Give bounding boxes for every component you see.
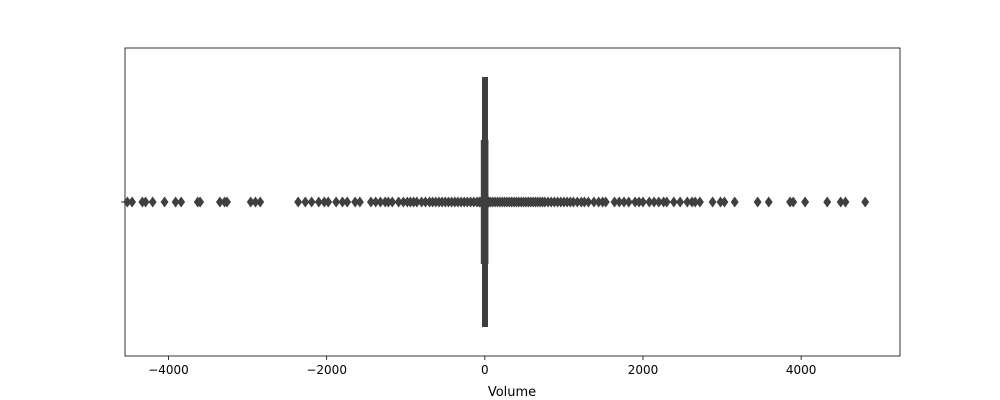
outlier-point xyxy=(823,196,832,208)
outlier-point xyxy=(730,196,739,208)
x-tick-label: −4000 xyxy=(148,363,189,377)
outlier-point xyxy=(720,196,729,208)
outlier-point xyxy=(307,196,316,208)
outlier-point xyxy=(301,196,310,208)
outlier-point xyxy=(584,196,593,208)
outlier-point xyxy=(314,196,323,208)
outlier-point xyxy=(355,196,364,208)
outlier-point xyxy=(708,196,717,208)
outlier-point xyxy=(841,196,850,208)
outlier-point xyxy=(294,196,303,208)
outlier-point xyxy=(177,196,186,208)
outlier-point xyxy=(695,196,704,208)
x-tick-label: 0 xyxy=(481,363,489,377)
outlier-point xyxy=(669,196,678,208)
outlier-point xyxy=(223,196,231,208)
x-tick-label: 2000 xyxy=(628,363,659,377)
outlier-point xyxy=(676,196,685,208)
outlier-point xyxy=(324,196,333,208)
outlier-point xyxy=(141,196,150,208)
outlier-point xyxy=(801,196,810,208)
x-axis-ticks: −4000 −2000 0 2000 4000 xyxy=(148,356,816,377)
x-tick-label: 4000 xyxy=(786,363,817,377)
outlier-point xyxy=(256,196,265,208)
outlier-point xyxy=(388,196,397,208)
box-element xyxy=(121,77,489,327)
outlier-points xyxy=(123,196,870,208)
outlier-point xyxy=(148,196,157,208)
outlier-point xyxy=(753,196,762,208)
outlier-point xyxy=(332,196,341,208)
outlier-point xyxy=(601,196,610,208)
x-tick-label: −2000 xyxy=(306,363,347,377)
outlier-point xyxy=(171,196,180,208)
outlier-point xyxy=(639,196,647,208)
outlier-point xyxy=(789,196,798,208)
outlier-point xyxy=(662,196,671,208)
outlier-point xyxy=(196,196,205,208)
outlier-point xyxy=(128,196,137,208)
outlier-point xyxy=(343,196,352,208)
outlier-point xyxy=(624,196,633,208)
outlier-point xyxy=(764,196,773,208)
outlier-point xyxy=(861,196,870,208)
outlier-point xyxy=(160,196,169,208)
x-axis-title: Volume xyxy=(488,385,536,400)
